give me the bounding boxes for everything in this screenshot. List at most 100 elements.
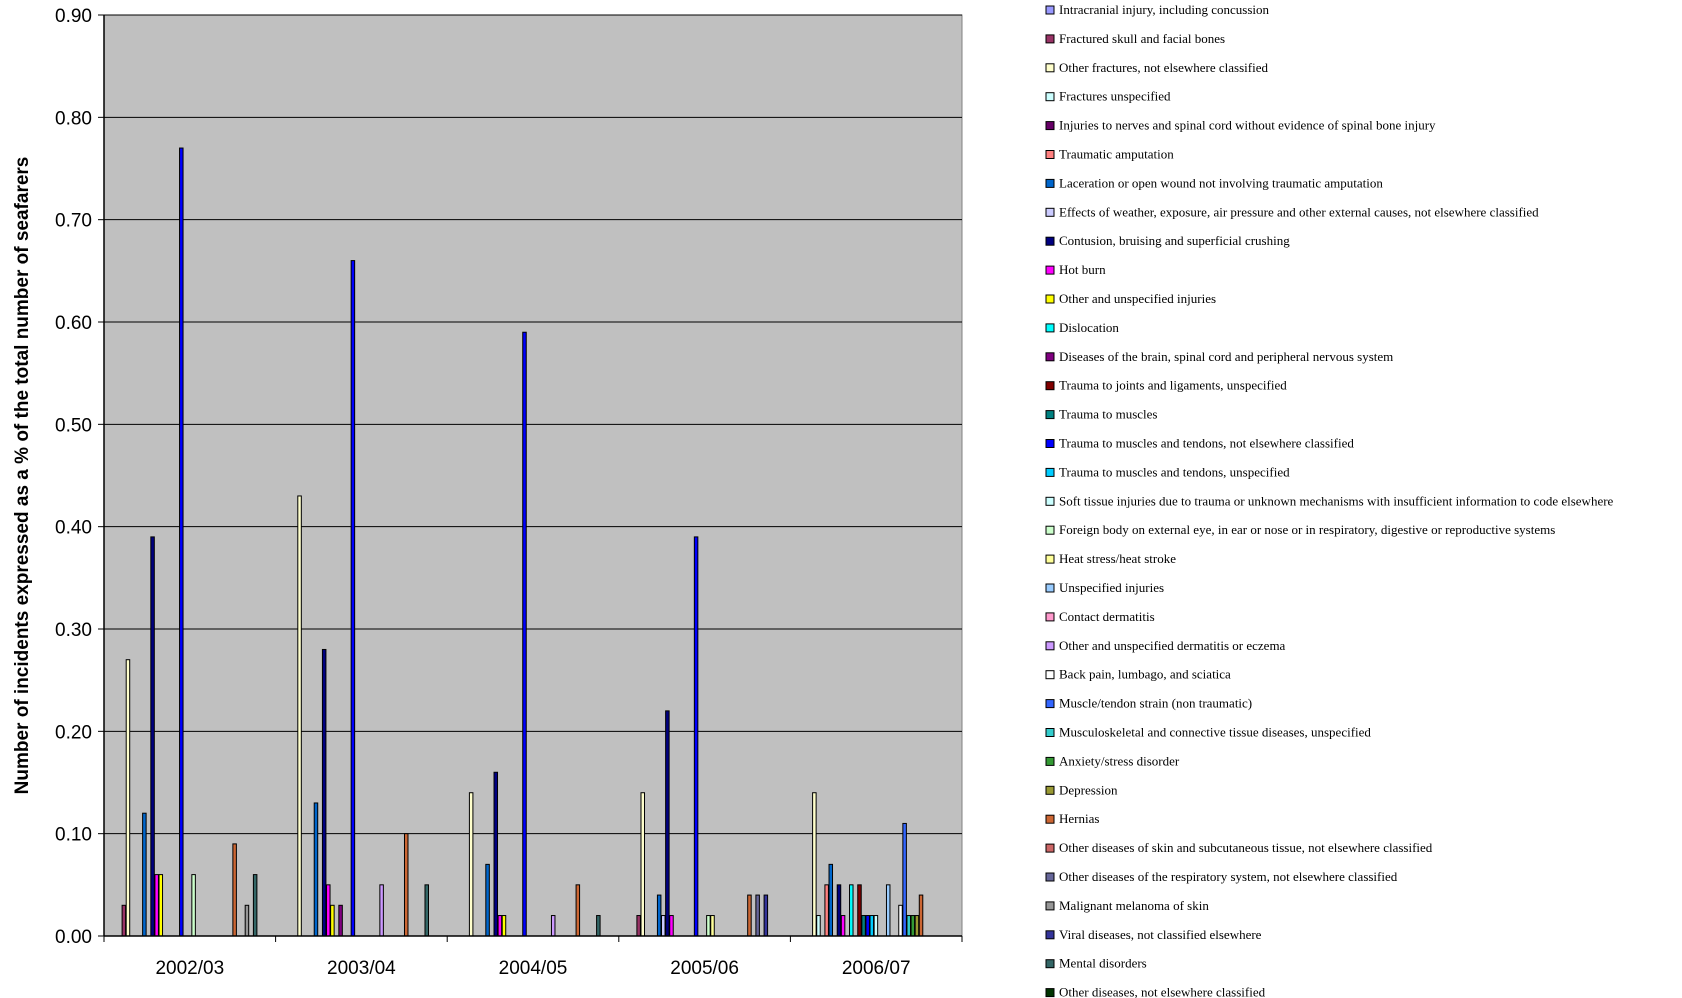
legend-swatch — [1045, 236, 1055, 246]
legend-item: Other fractures, not elsewhere classifie… — [1045, 60, 1268, 75]
bar — [885, 884, 891, 937]
bar — [497, 915, 503, 937]
legend-label: Hot burn — [1059, 262, 1106, 277]
legend-label: Fractures unspecified — [1059, 89, 1171, 104]
bar — [812, 792, 817, 937]
y-tick-label: 0.70 — [55, 211, 92, 232]
legend-label: Laceration or open wound not involving t… — [1059, 175, 1383, 190]
legend-swatch — [1045, 121, 1055, 131]
x-tick-label: 2002/03 — [155, 958, 224, 979]
legend-label: Diseases of the brain, spinal cord and p… — [1059, 349, 1393, 364]
bar — [747, 894, 752, 937]
bar — [179, 147, 184, 937]
legend-swatch — [1045, 294, 1055, 304]
legend-item: Foreign body on external eye, in ear or … — [1045, 522, 1555, 537]
bar — [150, 536, 155, 937]
bar — [640, 792, 646, 937]
legend-swatch — [1045, 323, 1055, 333]
bar — [824, 884, 829, 937]
legend-swatch — [1045, 814, 1055, 824]
bar — [424, 884, 429, 937]
legend-item: Hot burn — [1045, 262, 1106, 277]
bar — [636, 915, 641, 937]
legend-swatch — [1045, 785, 1055, 795]
legend-swatch — [1045, 641, 1055, 651]
bar — [656, 894, 662, 937]
legend-item: Mental disorders — [1045, 956, 1147, 971]
legend-label: Anxiety/stress disorder — [1059, 753, 1180, 768]
x-tick-label: 2004/05 — [499, 958, 568, 979]
bar — [191, 874, 196, 937]
bar — [596, 915, 601, 937]
legend-label: Trauma to joints and ligaments, unspecif… — [1059, 378, 1287, 393]
y-tick-labels: 0.00 0.10 0.20 0.30 0.40 0.50 0.60 0.70 0.80 0.90 — [55, 6, 92, 948]
legend-swatch — [1045, 150, 1055, 159]
bar — [379, 884, 384, 937]
legend-label: Viral diseases, not classified elsewhere — [1059, 927, 1262, 942]
legend-swatch — [1045, 756, 1055, 766]
bar — [763, 894, 769, 937]
x-tick-label: 2005/06 — [670, 958, 739, 979]
legend-item: Other diseases of the respiratory system… — [1045, 869, 1398, 884]
legend-swatch — [1045, 352, 1055, 362]
x-tick-label: 2006/07 — [842, 958, 911, 979]
bar — [918, 894, 924, 937]
legend-item: Contact dermatitis — [1045, 609, 1155, 624]
legend-swatch — [1045, 988, 1055, 998]
legend-swatch — [1045, 5, 1055, 15]
bar — [869, 915, 875, 937]
legend-swatch — [1045, 554, 1055, 564]
legend-label: Contact dermatitis — [1059, 609, 1155, 624]
legend-label: Hernias — [1059, 811, 1099, 826]
bar — [849, 884, 854, 937]
bar — [232, 843, 237, 937]
legend-label: Depression — [1059, 782, 1118, 797]
legend-item: Soft tissue injuries due to trauma or un… — [1045, 493, 1614, 508]
bar — [898, 904, 903, 937]
gridlines — [104, 14, 962, 835]
legend-label: Soft tissue injuries due to trauma or un… — [1059, 493, 1614, 508]
legend-item: Injuries to nerves and spinal cord witho… — [1045, 118, 1436, 133]
legend-swatch — [1045, 265, 1055, 275]
legend-item: Depression — [1045, 782, 1118, 797]
legend-swatch — [1045, 872, 1055, 882]
bar — [828, 863, 834, 937]
bar — [914, 915, 920, 937]
bar — [252, 874, 258, 937]
legend-item: Trauma to muscles and tendons, not elsew… — [1045, 436, 1354, 451]
legend-label: Malignant melanoma of skin — [1059, 898, 1209, 913]
legend-label: Unspecified injuries — [1059, 580, 1164, 595]
legend-label: Other and unspecified injuries — [1059, 291, 1216, 306]
legend-label: Heat stress/heat stroke — [1059, 551, 1176, 566]
bar — [493, 771, 499, 937]
bar — [816, 915, 821, 937]
legend-item: Traumatic amputation — [1045, 147, 1174, 162]
bar — [857, 884, 862, 937]
bar — [861, 915, 866, 937]
legend-label: Foreign body on external eye, in ear or … — [1059, 522, 1555, 537]
legend-label: Other and unspecified dermatitis or ecze… — [1059, 638, 1286, 653]
legend-swatch — [1045, 63, 1055, 73]
legend-item: Trauma to muscles — [1045, 407, 1157, 422]
bar — [158, 874, 164, 937]
bar — [468, 792, 474, 937]
legend-swatch — [1045, 467, 1055, 477]
legend-item: Contusion, bruising and superficial crus… — [1045, 233, 1290, 248]
plot-area — [103, 14, 963, 937]
legend-label: Back pain, lumbago, and sciatica — [1059, 667, 1231, 682]
legend-item: Anxiety/stress disorder — [1045, 753, 1180, 768]
legend-label: Dislocation — [1059, 320, 1119, 335]
bar — [338, 904, 343, 937]
legend-label: Other diseases of skin and subcutaneous … — [1059, 840, 1433, 855]
legend-swatch — [1045, 930, 1055, 940]
bar — [873, 915, 879, 937]
legend-swatch — [1045, 381, 1055, 391]
axes — [98, 14, 963, 942]
legend-item: Laceration or open wound not involving t… — [1045, 175, 1383, 190]
legend-label: Trauma to muscles — [1059, 407, 1157, 422]
legend-label: Contusion, bruising and superficial crus… — [1059, 233, 1290, 248]
y-tick-label: 0.00 — [55, 927, 92, 948]
bar — [693, 536, 699, 937]
legend-swatch — [1045, 728, 1055, 737]
bar — [125, 659, 131, 937]
